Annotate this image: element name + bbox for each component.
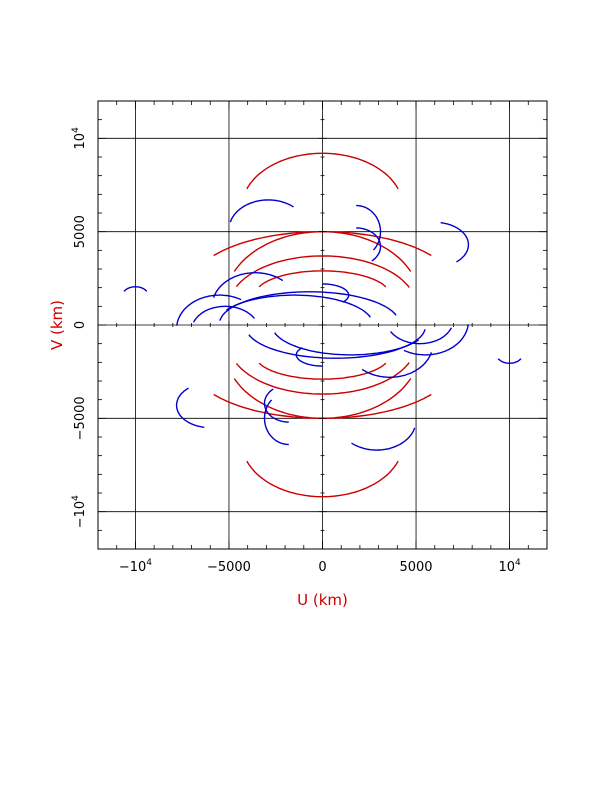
red-uv-track <box>258 362 387 380</box>
y-tick-label: 0 <box>73 321 88 329</box>
blue-uv-track <box>192 305 255 323</box>
red-uv-track <box>235 255 410 288</box>
y-tick-label: 104 <box>71 127 88 150</box>
blue-uv-track <box>274 332 419 356</box>
x-tick-label: 104 <box>498 558 521 575</box>
axis-ticks <box>97 100 548 550</box>
blue-uv-track <box>440 222 470 263</box>
blue-uv-track <box>322 283 350 303</box>
red-uv-track <box>258 270 387 288</box>
blue-uv-track <box>263 399 289 446</box>
blue-uv-track <box>229 199 294 223</box>
y-tick-label: −5000 <box>73 396 88 440</box>
x-tick-label: −104 <box>119 558 152 575</box>
blue-uv-track <box>361 352 433 378</box>
red-uv-track <box>235 362 410 395</box>
blue-uv-track <box>263 388 289 423</box>
blue-uv-track <box>356 227 382 262</box>
x-axis-title: U (km) <box>297 591 348 609</box>
blue-uv-track <box>497 358 522 364</box>
y-tick-label: −104 <box>71 495 88 528</box>
tick-labels: −104 −5000 0 5000 104 −104 −5000 0 5000 104 <box>71 127 521 575</box>
x-tick-label: 5000 <box>399 560 432 575</box>
y-tick-label: 5000 <box>73 215 88 248</box>
x-tick-label: −5000 <box>207 560 251 575</box>
blue-uv-track <box>175 387 205 428</box>
blue-uv-track <box>176 294 242 326</box>
blue-uv-track <box>356 204 382 251</box>
blue-uv-track <box>403 324 469 356</box>
blue-uv-track <box>351 427 416 451</box>
y-axis-title: V (km) <box>48 300 66 350</box>
blue-uv-track <box>212 272 284 298</box>
red-uv-track <box>246 460 399 498</box>
blue-uv-track <box>295 347 323 367</box>
blue-uv-track <box>390 327 453 345</box>
x-tick-label: 0 <box>318 560 326 575</box>
red-uv-track <box>246 152 399 190</box>
blue-uv-track <box>226 294 371 318</box>
blue-uv-track <box>123 286 148 292</box>
